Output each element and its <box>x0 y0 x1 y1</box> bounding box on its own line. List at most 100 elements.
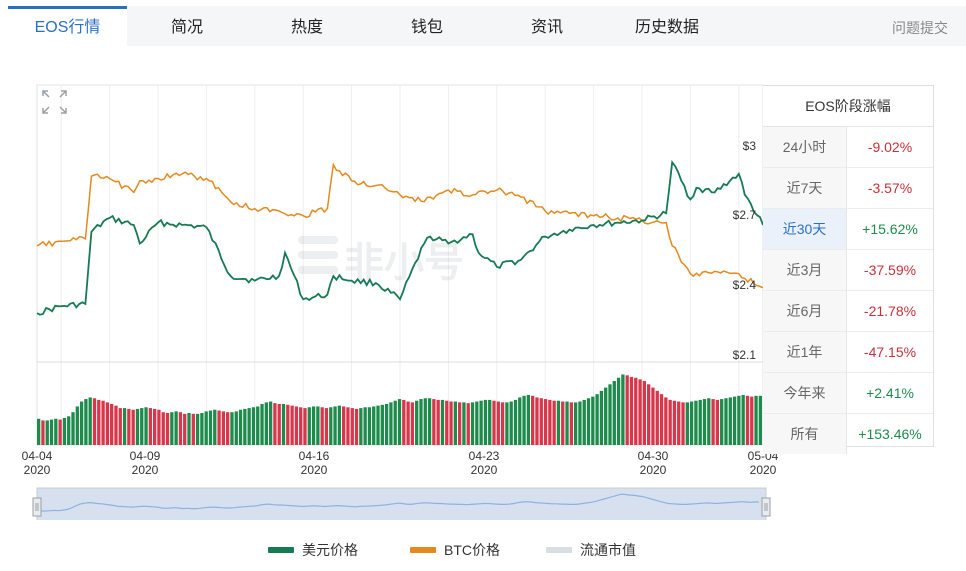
change-value: +2.41% <box>866 385 914 401</box>
market-cap-bar <box>157 409 161 445</box>
market-cap-bar <box>552 400 556 445</box>
market-cap-bar <box>677 401 681 445</box>
tab-news[interactable]: 资讯 <box>530 19 563 36</box>
market-cap-bar <box>711 399 715 445</box>
market-cap-bar <box>488 399 492 445</box>
market-cap-bar <box>174 411 178 445</box>
market-cap-bar <box>234 411 238 445</box>
market-cap-bar <box>462 402 466 445</box>
market-cap-bar <box>393 400 397 445</box>
legend-label: 流通市值 <box>580 542 636 558</box>
market-cap-bar <box>286 404 290 445</box>
market-cap-bar <box>135 408 140 445</box>
market-cap-bar <box>616 377 621 445</box>
market-cap-bar <box>659 394 664 445</box>
market-cap-bar <box>556 400 561 445</box>
market-cap-bar <box>522 395 526 445</box>
market-cap-bar <box>208 410 213 445</box>
change-row[interactable]: 近1年 -47.15% <box>763 332 933 373</box>
market-cap-bar <box>702 399 707 445</box>
tab-popularity[interactable]: 热度 <box>290 19 323 36</box>
market-cap-bar <box>621 374 625 445</box>
change-row[interactable]: 今年来 +2.41% <box>763 373 933 414</box>
navigator-right-handle[interactable] <box>761 497 771 517</box>
market-cap-bar <box>629 376 634 445</box>
market-cap-bar <box>453 401 457 445</box>
market-cap-bar <box>144 407 148 445</box>
price-chart[interactable]: 非小号 $3 $2.7 $2.4 $2.1 04-04 2020 04-09 2… <box>0 0 966 520</box>
market-cap-bar <box>320 407 324 445</box>
legend-usd[interactable]: 美元价格 <box>268 540 358 560</box>
market-cap-bar <box>264 402 268 445</box>
market-cap-bar <box>732 396 737 445</box>
market-cap-bar <box>299 407 303 445</box>
x-tick-date: 04-04 <box>22 449 53 463</box>
legend-market-cap[interactable]: 流通市值 <box>546 540 636 560</box>
tab-wallet[interactable]: 钱包 <box>410 19 443 36</box>
market-cap-bar <box>698 399 702 445</box>
market-cap-bar <box>642 381 647 445</box>
legend-label: BTC价格 <box>444 542 500 558</box>
market-cap-bar <box>475 401 479 445</box>
market-cap-bar <box>655 390 659 445</box>
change-row[interactable]: 所有 +153.46% <box>763 414 933 454</box>
change-period-label: 所有 <box>763 414 847 454</box>
change-row[interactable]: 24小时 -9.02% <box>763 127 933 168</box>
change-value: -9.02% <box>867 139 913 155</box>
market-cap-bar <box>500 402 505 445</box>
market-cap-bar <box>415 400 419 445</box>
change-value: +15.62% <box>862 221 918 237</box>
market-cap-bar <box>509 401 513 445</box>
market-cap-bar <box>436 399 440 445</box>
change-value: +153.46% <box>858 426 922 442</box>
market-cap-bar <box>664 397 668 445</box>
market-cap-bar <box>372 406 376 445</box>
y-tick-label: $3 <box>743 139 757 153</box>
x-tick-date: 04-30 <box>638 449 669 463</box>
navigator[interactable] <box>32 487 771 520</box>
market-cap-bar <box>573 402 578 445</box>
market-cap-bar <box>213 409 217 445</box>
market-cap-bar <box>88 397 92 445</box>
legend-btc[interactable]: BTC价格 <box>410 540 500 560</box>
change-period-label: 近30天 <box>763 209 847 249</box>
market-cap-bar <box>170 412 174 445</box>
legend-swatch <box>268 547 294 553</box>
watermark-logo <box>298 251 338 259</box>
market-cap-bar <box>745 395 750 445</box>
market-cap-bar <box>354 408 359 445</box>
expand-icon[interactable] <box>42 90 67 114</box>
legend-swatch <box>410 547 436 553</box>
market-cap-bar <box>535 397 539 445</box>
navigator-left-handle[interactable] <box>32 497 42 517</box>
market-cap-bar <box>110 404 114 445</box>
market-cap-bar <box>681 402 685 445</box>
market-cap-bar <box>612 381 616 445</box>
x-tick-date: 04-23 <box>469 449 500 463</box>
market-cap-bar <box>337 405 342 445</box>
market-cap-bar <box>303 408 307 445</box>
market-cap-bar <box>543 399 548 445</box>
x-tick-date: 04-09 <box>130 449 161 463</box>
market-cap-bar <box>526 394 531 445</box>
tab-eos-market[interactable]: EOS行情 <box>8 6 127 47</box>
market-cap-bar <box>204 411 208 445</box>
market-cap-bar <box>329 407 333 445</box>
market-cap-bar <box>625 375 629 445</box>
market-cap-bar <box>427 398 432 445</box>
market-cap-bar <box>294 406 299 445</box>
market-cap-bar <box>58 419 62 445</box>
market-cap-bar <box>122 408 127 445</box>
market-cap-bar <box>634 377 638 445</box>
market-cap-bar <box>260 404 264 445</box>
change-row[interactable]: 近7天 -3.57% <box>763 168 933 209</box>
change-row[interactable]: 近30天 +15.62% <box>763 209 933 250</box>
change-row[interactable]: 近6月 -21.78% <box>763 291 933 332</box>
tab-overview[interactable]: 简况 <box>170 19 203 36</box>
tab-history[interactable]: 历史数据 <box>634 19 699 36</box>
market-cap-bar <box>741 394 745 445</box>
y-tick-label: $2.1 <box>733 348 757 362</box>
change-row[interactable]: 近3月 -37.59% <box>763 250 933 291</box>
report-issue-link[interactable]: 问题提交 <box>892 20 948 36</box>
market-cap-bar <box>384 404 389 445</box>
